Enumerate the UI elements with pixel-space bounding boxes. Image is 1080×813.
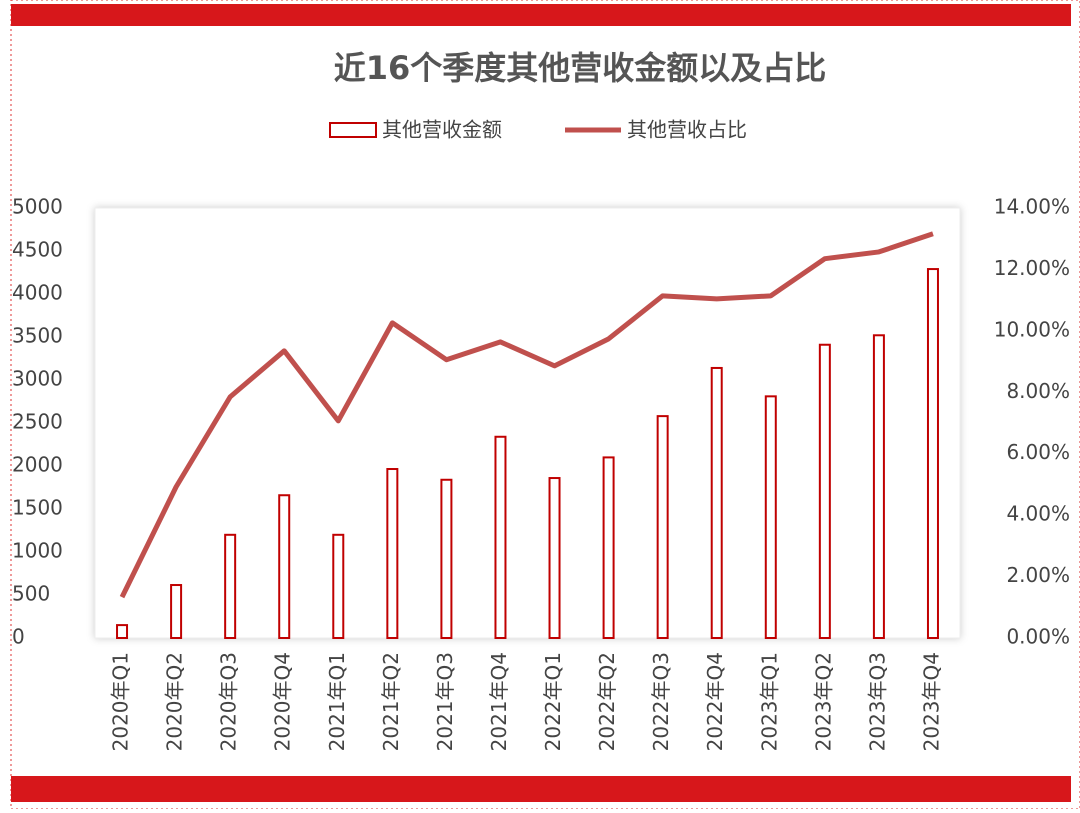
x-tick-label: 2022年Q2 [595, 652, 619, 751]
bar [872, 334, 885, 639]
y-tick-label: 3500 [12, 324, 63, 348]
y2-tick-label: 8.00% [1006, 379, 1070, 403]
x-tick-label: 2021年Q4 [487, 652, 511, 751]
y-tick-label: 1000 [12, 539, 63, 563]
x-tick-label: 2022年Q3 [649, 652, 673, 751]
y-tick-label: 4500 [12, 238, 63, 262]
bar [548, 477, 561, 640]
line [119, 231, 934, 599]
y-tick-label: 500 [12, 582, 50, 606]
y2-tick-label: 10.00% [994, 317, 1070, 341]
y-tick-label: 2000 [12, 453, 63, 477]
bar [494, 435, 507, 640]
y-tick-label: 2500 [12, 410, 63, 434]
x-tick-label: 2023年Q4 [919, 652, 943, 751]
chart-title: 近16个季度其他营收金额以及占比 [334, 49, 827, 87]
y-tick-label: 4000 [12, 281, 63, 305]
x-tick-label: 2020年Q4 [271, 652, 295, 751]
x-tick-label: 2023年Q1 [757, 652, 781, 751]
bar [224, 533, 237, 639]
y-tick-label: 5000 [12, 195, 63, 219]
bar [116, 624, 129, 639]
bar [818, 343, 831, 639]
y2-tick-label: 14.00% [994, 195, 1070, 219]
x-tick-label: 2020年Q3 [217, 652, 241, 751]
plot-area [94, 207, 961, 639]
legend-swatch [329, 122, 377, 138]
x-tick-label: 2021年Q2 [379, 652, 403, 751]
x-tick-label: 2021年Q1 [325, 652, 349, 751]
legend-label: 其他营收金额 [382, 118, 502, 142]
bottom-band [11, 776, 1071, 802]
x-tick-label: 2022年Q1 [541, 652, 565, 751]
x-tick-label: 2021年Q3 [433, 652, 457, 751]
x-tick-label: 2023年Q3 [865, 652, 889, 751]
x-tick-label: 2023年Q2 [811, 652, 835, 751]
y2-tick-label: 4.00% [1006, 502, 1070, 526]
x-tick-label: 2020年Q2 [163, 652, 187, 751]
y2-tick-label: 12.00% [994, 256, 1070, 280]
bar [710, 366, 723, 639]
bar [764, 395, 777, 639]
bar [926, 268, 939, 639]
bar [656, 415, 669, 639]
y-tick-label: 3000 [12, 367, 63, 391]
bar [386, 468, 399, 640]
frame [10, 0, 1080, 810]
y2-tick-label: 0.00% [1006, 625, 1070, 649]
legend-label: 其他营收占比 [627, 118, 747, 142]
x-tick-label: 2020年Q1 [109, 652, 133, 751]
bar [170, 584, 183, 639]
y2-tick-label: 2.00% [1006, 563, 1070, 587]
bar [332, 533, 345, 639]
y2-tick-label: 6.00% [1006, 440, 1070, 464]
top-band [11, 4, 1071, 26]
bar [440, 478, 453, 640]
x-tick-label: 2022年Q4 [703, 652, 727, 751]
bar [602, 456, 615, 639]
y-tick-label: 0 [12, 625, 25, 649]
bar [278, 494, 291, 639]
y-tick-label: 1500 [12, 496, 63, 520]
